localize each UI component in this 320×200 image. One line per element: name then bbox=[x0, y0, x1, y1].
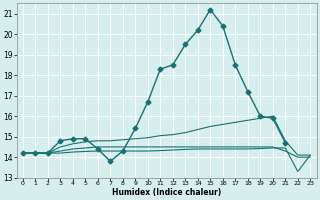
X-axis label: Humidex (Indice chaleur): Humidex (Indice chaleur) bbox=[112, 188, 221, 197]
